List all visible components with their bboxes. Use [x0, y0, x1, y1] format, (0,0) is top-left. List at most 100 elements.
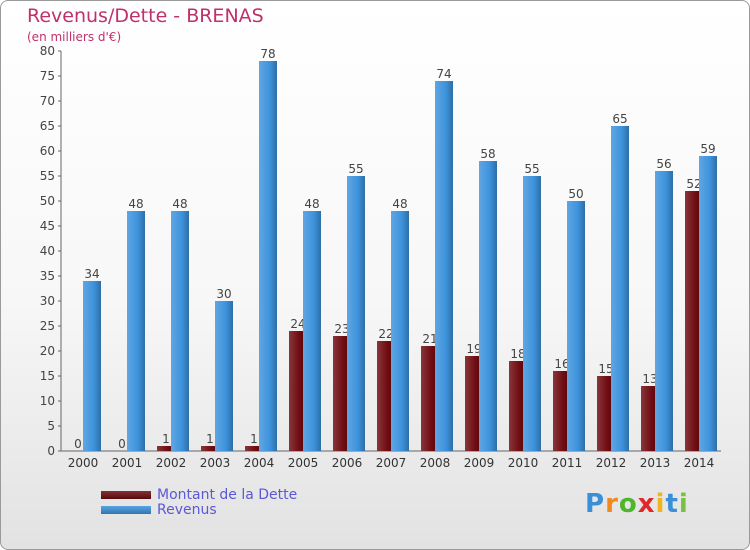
x-tick-label-2008: 2008: [420, 456, 451, 470]
x-tick-label-2001: 2001: [112, 456, 143, 470]
revenus-value-label-2005: 48: [304, 197, 319, 211]
revenus-value-label-2001: 48: [128, 197, 143, 211]
dette-value-label-2010: 18: [510, 347, 525, 361]
y-tick-label: 65: [40, 119, 55, 133]
revenus-value-label-2010: 55: [524, 162, 539, 176]
x-tick-label-2006: 2006: [332, 456, 363, 470]
y-tick-label: 60: [40, 144, 55, 158]
dette-value-label-2004: 1: [250, 432, 258, 446]
logo-letter: i: [655, 489, 666, 519]
revenus-value-label-2008: 74: [436, 67, 451, 81]
revenus-bar-2010: [523, 176, 541, 451]
legend-swatch-revenus: [101, 505, 151, 514]
dette-value-label-2002: 1: [162, 432, 170, 446]
x-tick-label-2013: 2013: [640, 456, 671, 470]
chart-title: Revenus/Dette - BRENAS: [27, 5, 264, 27]
x-tick-label-2011: 2011: [552, 456, 583, 470]
revenus-value-label-2000: 34: [84, 267, 99, 281]
dette-value-label-2003: 1: [206, 432, 214, 446]
legend-label-dette: Montant de la Dette: [157, 486, 298, 503]
logo-letter: i: [678, 489, 689, 519]
revenus-bar-2008: [435, 81, 453, 451]
proxiti-logo: Proxiti: [585, 489, 689, 519]
dette-value-label-2013: 13: [642, 372, 657, 386]
dette-bar-2003: [201, 446, 219, 451]
logo-letter: P: [585, 489, 606, 519]
revenus-bar-2011: [567, 201, 585, 451]
y-tick-label: 75: [40, 69, 55, 83]
x-tick-label-2007: 2007: [376, 456, 407, 470]
dette-bar-2009: [465, 356, 483, 451]
y-tick-label: 80: [40, 44, 55, 58]
revenus-value-label-2007: 48: [392, 197, 407, 211]
logo-letter: t: [665, 489, 679, 519]
y-tick-label: 35: [40, 269, 55, 283]
chart-subtitle: (en milliers d'€): [27, 30, 122, 44]
x-tick-label-2000: 2000: [68, 456, 99, 470]
logo-letter: x: [637, 489, 656, 519]
dette-bar-2007: [377, 341, 395, 451]
legend-swatch-dette: [101, 490, 151, 499]
revenus-bar-2001: [127, 211, 145, 451]
y-tick-label: 55: [40, 169, 55, 183]
x-tick-label-2002: 2002: [156, 456, 187, 470]
x-tick-label-2005: 2005: [288, 456, 319, 470]
dette-bar-2004: [245, 446, 263, 451]
revenus-bar-2007: [391, 211, 409, 451]
revenus-value-label-2004: 78: [260, 47, 275, 61]
dette-bar-2012: [597, 376, 615, 451]
revenus-bar-2002: [171, 211, 189, 451]
y-tick-label: 5: [47, 419, 55, 433]
dette-bar-2013: [641, 386, 659, 451]
dette-value-label-2011: 16: [554, 357, 569, 371]
x-tick-label-2010: 2010: [508, 456, 539, 470]
revenus-value-label-2013: 56: [656, 157, 671, 171]
legend-item-revenus: Revenus: [101, 501, 297, 518]
y-tick-label: 45: [40, 219, 55, 233]
logo-letter: o: [618, 489, 638, 519]
revenus-value-label-2006: 55: [348, 162, 363, 176]
y-tick-label: 40: [40, 244, 55, 258]
dette-value-label-2009: 19: [466, 342, 481, 356]
dette-bar-2011: [553, 371, 571, 451]
dette-bar-2008: [421, 346, 439, 451]
y-tick-label: 0: [47, 444, 55, 458]
revenus-bar-2012: [611, 126, 629, 451]
revenus-bar-2000: [83, 281, 101, 451]
y-tick-label: 70: [40, 94, 55, 108]
legend-item-dette: Montant de la Dette: [101, 486, 298, 503]
y-tick-label: 20: [40, 344, 55, 358]
dette-value-label-2012: 15: [598, 362, 613, 376]
x-tick-label-2004: 2004: [244, 456, 275, 470]
revenus-value-label-2002: 48: [172, 197, 187, 211]
logo-letter: r: [605, 489, 619, 519]
dette-value-label-2001: 0: [118, 437, 126, 451]
y-tick-label: 30: [40, 294, 55, 308]
legend-label-revenus: Revenus: [157, 501, 217, 518]
dette-bar-2002: [157, 446, 175, 451]
revenus-bar-2004: [259, 61, 277, 451]
revenus-value-label-2009: 58: [480, 147, 495, 161]
revenus-bar-2009: [479, 161, 497, 451]
revenus-bar-2005: [303, 211, 321, 451]
revenus-bar-2014: [699, 156, 717, 451]
revenus-bar-2006: [347, 176, 365, 451]
dette-bar-2014: [685, 191, 703, 451]
x-tick-label-2009: 2009: [464, 456, 495, 470]
dette-bar-2006: [333, 336, 351, 451]
dette-value-label-2006: 23: [334, 322, 349, 336]
y-tick-label: 25: [40, 319, 55, 333]
dette-bar-2010: [509, 361, 527, 451]
revenus-value-label-2011: 50: [568, 187, 583, 201]
revenus-value-label-2003: 30: [216, 287, 231, 301]
x-tick-label-2003: 2003: [200, 456, 231, 470]
dette-value-label-2014: 52: [686, 177, 701, 191]
dette-bar-2005: [289, 331, 307, 451]
revenus-bar-2013: [655, 171, 673, 451]
dette-value-label-2000: 0: [74, 437, 82, 451]
revenus-value-label-2012: 65: [612, 112, 627, 126]
dette-value-label-2007: 22: [378, 327, 393, 341]
dette-value-label-2008: 21: [422, 332, 437, 346]
